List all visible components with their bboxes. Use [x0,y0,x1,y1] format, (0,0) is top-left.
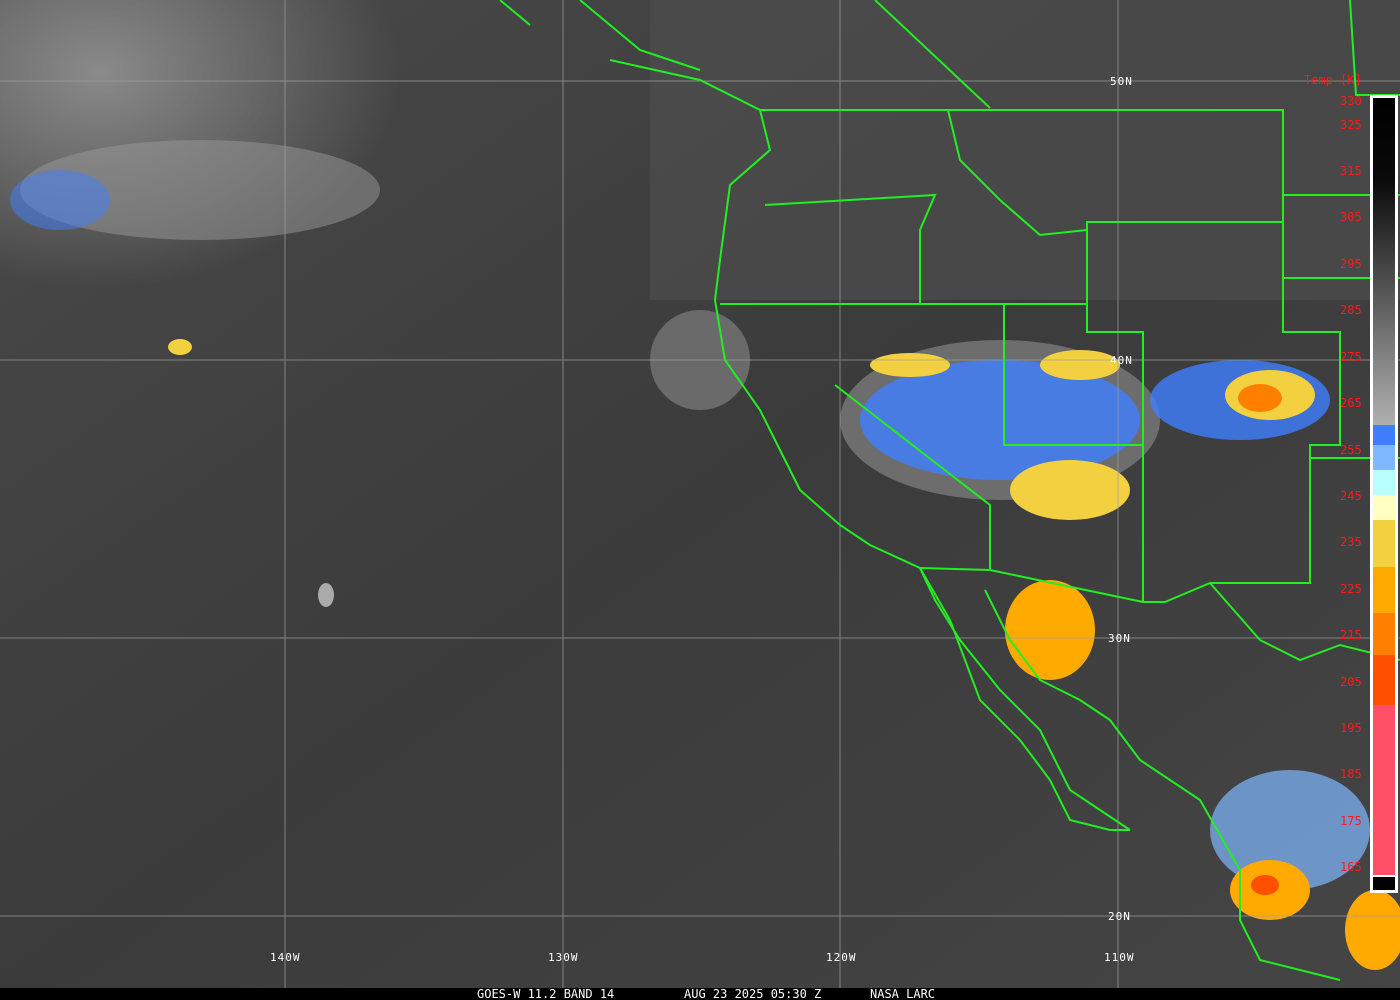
colorbar-tick-label: 265 [1340,396,1362,410]
coastline [609,59,1131,831]
caption-datetime: AUG 23 2025 05:30 Z [684,987,822,1000]
boundaries [499,0,1400,981]
lat-label-20n: 20N [1108,910,1131,923]
lat-label-30n: 30N [1108,632,1131,645]
lon-label-140w: 140W [270,951,301,964]
colorbar-tick-label: 330 [1340,94,1362,108]
colorbar [1370,95,1398,893]
colorbar-tick-label: 305 [1340,210,1362,224]
colorbar-tick-label: 295 [1340,257,1362,271]
colorbar-tick-label: 165 [1340,860,1362,874]
colorbar-tick-label: 185 [1340,767,1362,781]
colorbar-tick-label: 205 [1340,675,1362,689]
colorbar-tick-label: 285 [1340,303,1362,317]
colorbar-tick-label: 175 [1340,814,1362,828]
colorbar-tick-label: 235 [1340,535,1362,549]
lon-label-120w: 120W [826,951,857,964]
lon-label-110w: 110W [1104,951,1135,964]
caption-source: NASA LARC [870,987,936,1000]
colorbar-tick-label: 225 [1340,582,1362,596]
lat-label-50n: 50N [1110,75,1133,88]
colorbar-title: Temp [K] [1304,73,1362,87]
colorbar-tick-label: 275 [1340,350,1362,364]
caption-bar: GOES-W 11.2 BAND 14 AUG 23 2025 05:30 Z … [0,988,1400,1000]
colorbar-tick-label: 195 [1340,721,1362,735]
convective-clouds [168,310,1400,970]
colorbar-tick-label: 245 [1340,489,1362,503]
caption-product: GOES-W 11.2 BAND 14 [477,987,615,1000]
colorbar-tick-label: 325 [1340,118,1362,132]
baja-west [919,567,1130,831]
lat-label-40n: 40N [1110,354,1133,367]
colorbar-tick-label: 215 [1340,628,1362,642]
colorbar-tick-label: 315 [1340,164,1362,178]
baja-coast [984,589,1341,981]
colorbar-tick-label: 255 [1340,443,1362,457]
lon-label-130w: 130W [548,951,579,964]
